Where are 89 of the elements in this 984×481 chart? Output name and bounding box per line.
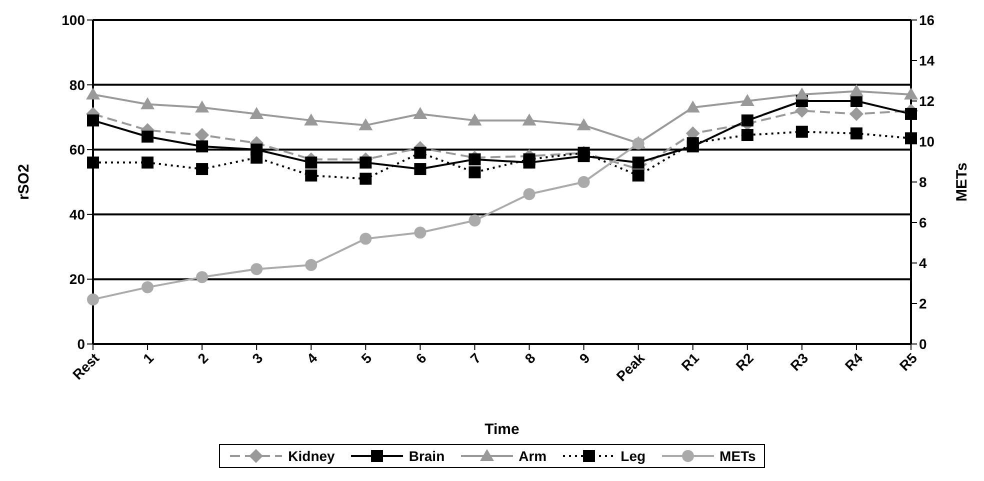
point: [414, 146, 426, 159]
legend-label: Brain: [408, 448, 445, 464]
point: [305, 259, 318, 272]
point: [142, 130, 154, 143]
y-tick-label: 80: [69, 76, 86, 93]
point: [196, 163, 208, 176]
y-tick-label: 100: [62, 12, 86, 28]
point: [740, 94, 754, 106]
point: [360, 156, 372, 169]
x-tick-label: 6: [412, 350, 430, 367]
point: [686, 137, 699, 150]
x-tick-label: 9: [576, 350, 594, 367]
x-tick-label: R1: [678, 350, 702, 374]
legend-label: Leg: [620, 448, 646, 464]
point: [468, 166, 481, 178]
x-tick-label: 2: [194, 350, 212, 367]
x-tick-label: R3: [787, 350, 812, 374]
point: [250, 152, 263, 164]
x-tick-label: 8: [522, 350, 539, 367]
x-tick-label: 5: [358, 350, 375, 367]
point: [849, 106, 864, 121]
legend-label: Arm: [518, 448, 547, 464]
point: [142, 281, 154, 294]
y2-tick-label: 8: [919, 174, 927, 190]
point: [468, 214, 481, 226]
point: [87, 156, 99, 169]
point: [195, 128, 210, 142]
point: [414, 163, 426, 176]
point: [850, 127, 862, 140]
point: [195, 100, 210, 112]
point: [305, 156, 318, 169]
point: [358, 118, 373, 130]
point: [796, 126, 808, 138]
point: [741, 114, 754, 126]
x-axis-title: Time: [484, 421, 520, 438]
y-tick-label: 60: [69, 142, 86, 158]
point: [632, 156, 644, 169]
point: [360, 232, 372, 245]
y-axis-title: rSO2: [15, 164, 32, 200]
point: [741, 129, 754, 142]
point: [632, 170, 644, 182]
point: [304, 113, 318, 126]
point: [522, 113, 536, 126]
x-tick-label: R2: [732, 350, 757, 374]
point: [142, 156, 154, 169]
point: [86, 88, 100, 100]
point: [578, 176, 590, 188]
point: [905, 108, 917, 120]
point: [360, 172, 372, 185]
point: [576, 118, 591, 130]
point: [468, 113, 482, 126]
y2-tick-label: 4: [919, 254, 927, 271]
point: [904, 88, 918, 100]
point: [468, 153, 481, 166]
point: [87, 293, 99, 306]
legend-label: METs: [720, 448, 756, 464]
point: [196, 140, 208, 152]
point: [905, 132, 917, 144]
point: [794, 88, 809, 100]
point: [250, 106, 264, 119]
y-tick-label: 20: [69, 271, 86, 288]
point: [250, 263, 263, 276]
x-tick-label: 7: [467, 350, 484, 367]
y2-tick-label: 14: [919, 52, 935, 68]
y2-tick-label: 16: [919, 12, 935, 28]
point: [414, 226, 426, 239]
point: [305, 170, 318, 182]
y-tick-label: 0: [77, 336, 86, 352]
point: [523, 153, 536, 166]
point: [849, 84, 864, 96]
x-tick-label: 1: [140, 350, 157, 367]
y2-axis-title: METs: [953, 162, 970, 202]
y2-tick-label: 10: [919, 133, 935, 150]
legend-label: Kidney: [288, 448, 335, 464]
x-tick-label: 4: [303, 350, 320, 367]
y-tick-label: 40: [69, 206, 86, 222]
y2-tick-label: 2: [919, 295, 927, 312]
point: [140, 97, 155, 110]
x-tick-label: R4: [842, 350, 866, 374]
point: [413, 106, 428, 119]
x-tick-label: R5: [896, 350, 920, 374]
x-tick-label: 3: [248, 350, 266, 367]
y2-tick-label: 6: [919, 214, 927, 230]
point: [523, 188, 536, 200]
y2-tick-label: 12: [919, 92, 935, 109]
point: [87, 114, 99, 126]
y2-tick-label: 0: [919, 336, 927, 352]
point: [196, 271, 208, 284]
point: [686, 100, 700, 112]
